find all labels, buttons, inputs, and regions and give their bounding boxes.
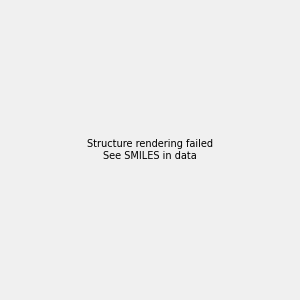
- Text: Structure rendering failed
See SMILES in data: Structure rendering failed See SMILES in…: [87, 139, 213, 161]
